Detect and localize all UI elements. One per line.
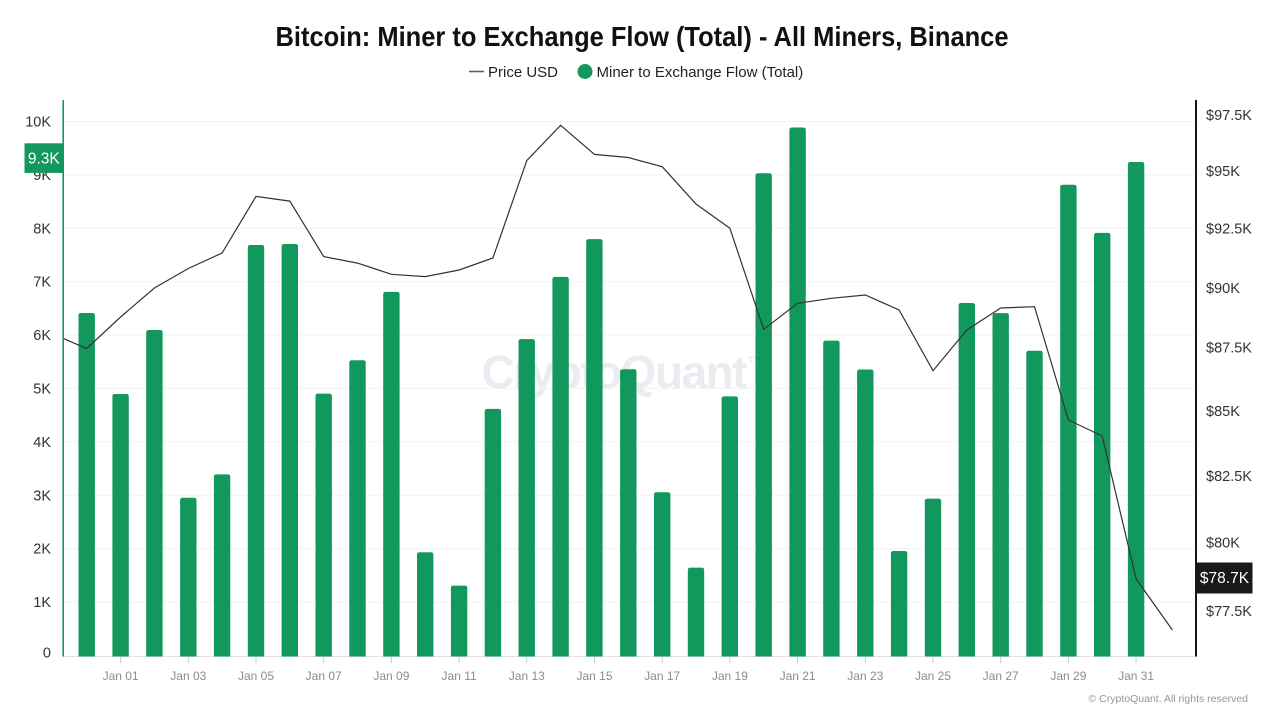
svg-text:Jan 23: Jan 23 [847, 669, 883, 683]
svg-text:4K: 4K [33, 435, 51, 451]
svg-text:Jan 01: Jan 01 [103, 669, 139, 683]
svg-text:9.3K: 9.3K [28, 150, 61, 167]
svg-text:Jan 15: Jan 15 [576, 669, 612, 683]
svg-text:Jan 09: Jan 09 [373, 669, 409, 683]
svg-text:$95K: $95K [1206, 164, 1240, 180]
svg-text:Bitcoin: Miner to Exchange Flo: Bitcoin: Miner to Exchange Flow (Total) … [276, 21, 1009, 52]
svg-text:$78.7K: $78.7K [1200, 570, 1250, 587]
svg-text:5K: 5K [33, 382, 51, 398]
svg-text:$80K: $80K [1206, 535, 1240, 551]
svg-text:6K: 6K [33, 328, 51, 344]
svg-text:$77.5K: $77.5K [1206, 604, 1252, 620]
svg-text:7K: 7K [33, 275, 51, 291]
svg-text:Jan 31: Jan 31 [1118, 669, 1154, 683]
svg-text:Jan 05: Jan 05 [238, 669, 274, 683]
svg-text:Jan 19: Jan 19 [712, 669, 748, 683]
svg-text:$85K: $85K [1206, 404, 1240, 420]
svg-text:0: 0 [43, 646, 51, 662]
svg-text:Jan 17: Jan 17 [644, 669, 680, 683]
svg-text:Jan 29: Jan 29 [1050, 669, 1086, 683]
svg-text:$97.5K: $97.5K [1206, 108, 1252, 124]
svg-text:Jan 25: Jan 25 [915, 669, 951, 683]
svg-text:1K: 1K [33, 595, 51, 611]
svg-text:Jan 03: Jan 03 [170, 669, 206, 683]
svg-text:$87.5K: $87.5K [1206, 341, 1252, 357]
svg-text:Jan 13: Jan 13 [509, 669, 545, 683]
svg-text:10K: 10K [25, 115, 51, 131]
svg-text:Jan 27: Jan 27 [983, 669, 1019, 683]
svg-text:3K: 3K [33, 488, 51, 504]
svg-text:$90K: $90K [1206, 281, 1240, 297]
svg-text:Jan 21: Jan 21 [780, 669, 816, 683]
svg-text:Jan 11: Jan 11 [442, 669, 477, 683]
svg-text:2K: 2K [33, 542, 51, 558]
svg-text:© CryptoQuant. All rights rese: © CryptoQuant. All rights reserved [1089, 693, 1249, 705]
svg-text:$82.5K: $82.5K [1206, 469, 1252, 485]
svg-text:Miner to Exchange Flow (Total): Miner to Exchange Flow (Total) [597, 64, 804, 81]
svg-text:Jan 07: Jan 07 [306, 669, 342, 683]
svg-text:Price USD: Price USD [488, 64, 558, 81]
svg-text:$92.5K: $92.5K [1206, 222, 1252, 238]
svg-text:8K: 8K [33, 221, 51, 237]
